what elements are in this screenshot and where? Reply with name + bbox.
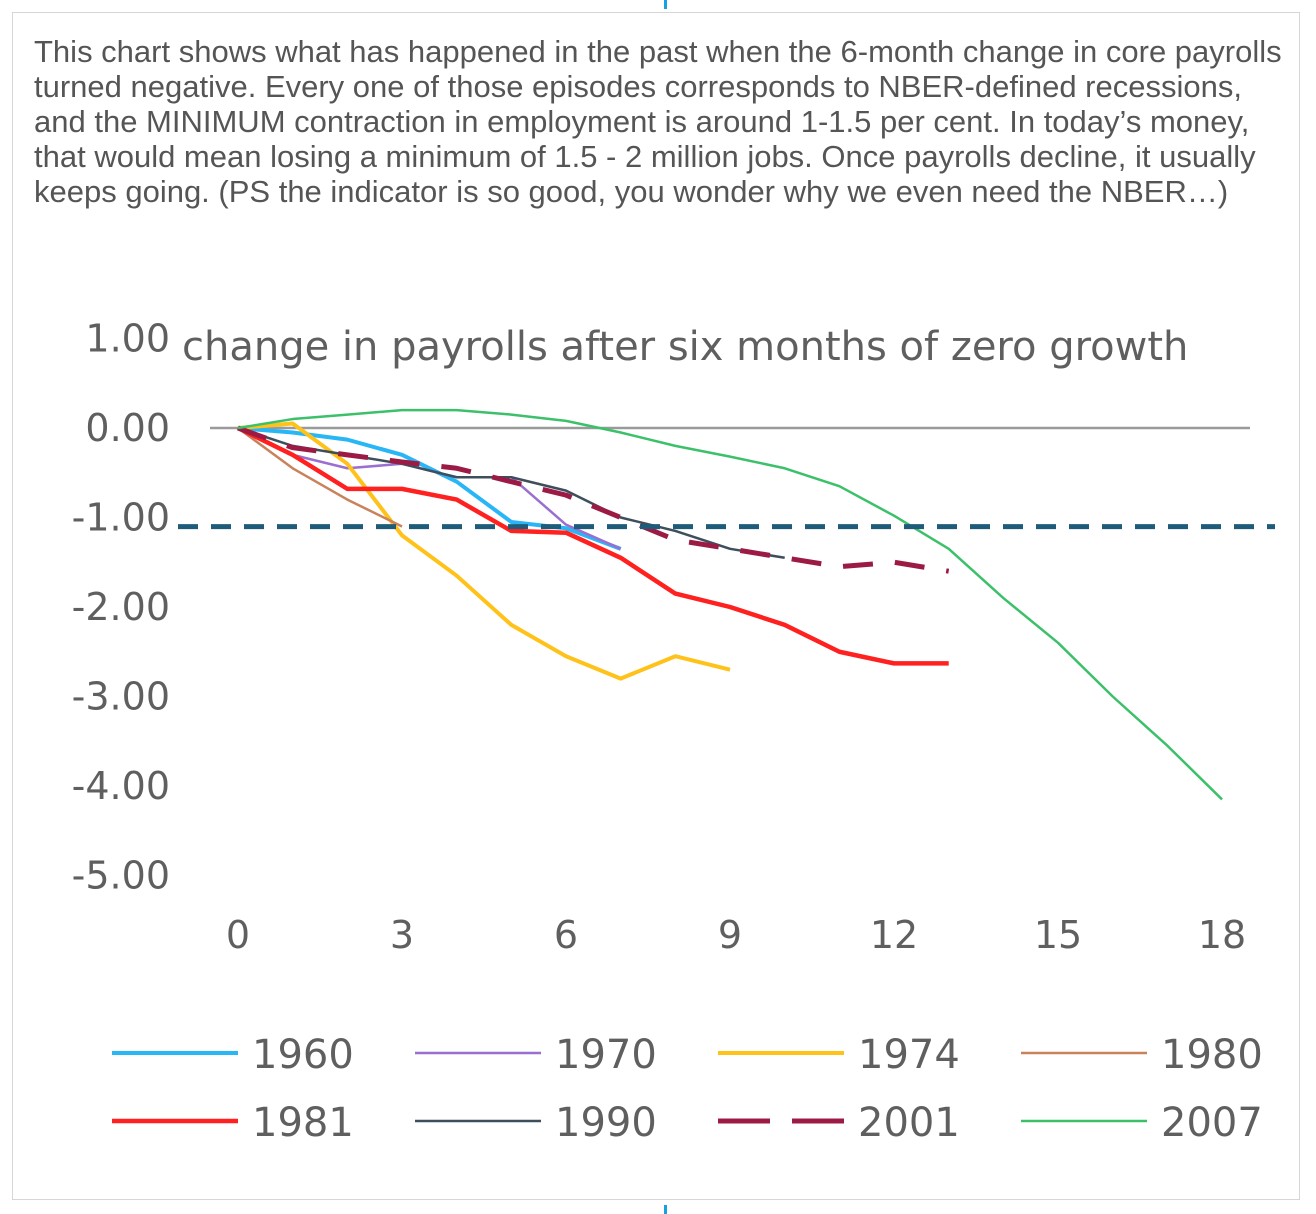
x-tick-label: 9 bbox=[718, 913, 742, 957]
x-tick-label: 15 bbox=[1034, 913, 1082, 957]
y-tick-label: 1.00 bbox=[85, 317, 170, 361]
legend-label-1974: 1974 bbox=[858, 1032, 960, 1078]
legend-label-1981: 1981 bbox=[252, 1100, 354, 1146]
x-tick-label: 12 bbox=[870, 913, 918, 957]
top-marker bbox=[664, 0, 667, 9]
x-tick-label: 18 bbox=[1198, 913, 1246, 957]
x-tick-label: 3 bbox=[390, 913, 414, 957]
y-tick-label: -3.00 bbox=[72, 675, 170, 719]
caption-text: This chart shows what has happened in th… bbox=[34, 34, 1282, 209]
bottom-marker bbox=[664, 1205, 667, 1214]
series-line-2001 bbox=[237, 425, 950, 574]
x-tick-label: 6 bbox=[554, 913, 578, 957]
x-tick-label: 0 bbox=[226, 913, 250, 957]
series-line-1974 bbox=[237, 421, 731, 681]
y-tick-label: -1.00 bbox=[72, 496, 170, 540]
legend-label-2001: 2001 bbox=[858, 1100, 960, 1146]
chart-title: change in payrolls after six months of z… bbox=[182, 324, 1188, 370]
series-line-1981 bbox=[237, 425, 949, 666]
legend-label-2007: 2007 bbox=[1161, 1100, 1263, 1146]
legend-label-1990: 1990 bbox=[555, 1100, 657, 1146]
legend-label-1980: 1980 bbox=[1161, 1032, 1263, 1078]
y-tick-label: -5.00 bbox=[72, 854, 170, 898]
series-line-1980 bbox=[237, 426, 403, 528]
series-line-2007 bbox=[237, 408, 1223, 801]
y-tick-label: -2.00 bbox=[72, 585, 170, 629]
series-line-1990 bbox=[237, 426, 785, 560]
y-tick-label: 0.00 bbox=[85, 406, 170, 450]
y-tick-label: -4.00 bbox=[72, 764, 170, 808]
legend-label-1970: 1970 bbox=[555, 1032, 657, 1078]
chart-frame bbox=[12, 12, 1300, 1200]
legend-label-1960: 1960 bbox=[252, 1032, 354, 1078]
